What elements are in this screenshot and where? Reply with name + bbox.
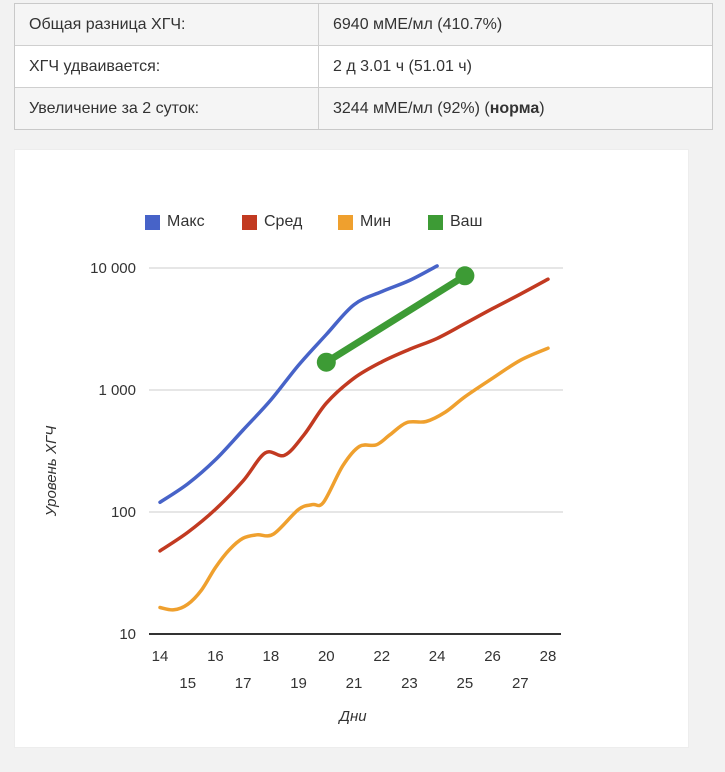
row-value-suffix: ) xyxy=(539,100,545,117)
row-value: 2 д 3.01 ч (51.01 ч) xyxy=(319,46,712,87)
table-row: ХГЧ удваивается: 2 д 3.01 ч (51.01 ч) xyxy=(15,46,712,88)
row-value: 6940 мМЕ/мл (410.7%) xyxy=(319,4,712,45)
x-tick-label: 24 xyxy=(429,648,446,665)
row-value-bold: норма xyxy=(489,100,540,117)
x-tick-label: 22 xyxy=(373,648,390,665)
x-tick-label: 26 xyxy=(484,648,501,665)
legend-label-avg: Сред xyxy=(264,213,303,230)
row-label: ХГЧ удваивается: xyxy=(15,46,319,87)
series-line-max[interactable] xyxy=(158,264,439,505)
series-line-avg[interactable] xyxy=(158,277,550,553)
legend-item-min[interactable]: Мин xyxy=(338,212,391,232)
y-tick-label: 10 xyxy=(119,626,136,643)
y-axis-title: Уровень ХГЧ xyxy=(43,425,60,517)
x-tick-label: 15 xyxy=(179,675,196,692)
row-value: 3244 мМЕ/мл (92%) (норма) xyxy=(319,88,712,129)
data-point-your[interactable] xyxy=(316,352,336,372)
legend-label-max: Макс xyxy=(167,213,205,230)
x-tick-label: 21 xyxy=(346,675,363,692)
x-tick-label: 16 xyxy=(207,648,224,665)
hcg-summary-table: Общая разница ХГЧ: 6940 мМЕ/мл (410.7%) … xyxy=(14,3,713,130)
legend-item-your[interactable]: Ваш xyxy=(428,212,482,232)
x-tick-label: 23 xyxy=(401,675,418,692)
chart-svg[interactable]: 10 000 1 000 100 10 14 15 16 17 18 19 20 21 22 23 24 25… xyxy=(15,150,690,749)
legend-swatch-max xyxy=(145,214,160,230)
row-value-text: 2 д 3.01 ч (51.01 ч) xyxy=(333,58,472,75)
x-tick-label: 18 xyxy=(263,648,280,665)
x-tick-label: 25 xyxy=(457,675,474,692)
row-label: Увеличение за 2 суток: xyxy=(15,88,319,129)
data-point-your[interactable] xyxy=(455,266,475,286)
legend-swatch-avg xyxy=(242,214,257,230)
x-axis-title: Дни xyxy=(337,708,367,725)
hcg-chart-card: Макс Сред Мин Ваш 10 000 1 000 100 10 14 15 16 17 1… xyxy=(14,149,689,748)
row-value-text: 3244 мМЕ/мл (92%) ( xyxy=(333,100,490,117)
x-tick-label: 17 xyxy=(235,675,252,692)
y-tick-label: 10 000 xyxy=(90,260,136,277)
y-tick-label: 100 xyxy=(111,504,136,521)
legend-label-your: Ваш xyxy=(450,213,483,230)
y-tick-label: 1 000 xyxy=(98,382,136,399)
legend-item-max[interactable]: Макс xyxy=(145,212,205,232)
table-row: Общая разница ХГЧ: 6940 мМЕ/мл (410.7%) xyxy=(15,4,712,46)
legend-swatch-min xyxy=(338,214,353,230)
x-tick-label: 19 xyxy=(290,675,307,692)
table-row: Увеличение за 2 суток: 3244 мМЕ/мл (92%)… xyxy=(15,88,712,129)
series-line-your[interactable] xyxy=(322,272,469,366)
hcg-line-chart[interactable]: 10 000 1 000 100 10 14 15 16 17 18 19 20 21 22 23 24 25… xyxy=(15,150,688,754)
x-tick-label: 14 xyxy=(152,648,169,665)
legend-swatch-your xyxy=(428,214,443,230)
row-value-text: 6940 мМЕ/мл (410.7%) xyxy=(333,16,503,33)
row-label: Общая разница ХГЧ: xyxy=(15,4,319,45)
series-line-min[interactable] xyxy=(158,346,550,612)
legend-label-min: Мин xyxy=(360,213,392,230)
x-tick-label: 27 xyxy=(512,675,529,692)
x-tick-label: 28 xyxy=(540,648,557,665)
x-tick-label: 20 xyxy=(318,648,335,665)
legend-item-avg[interactable]: Сред xyxy=(242,212,302,232)
chart-legend: Макс Сред Мин Ваш xyxy=(15,212,688,234)
